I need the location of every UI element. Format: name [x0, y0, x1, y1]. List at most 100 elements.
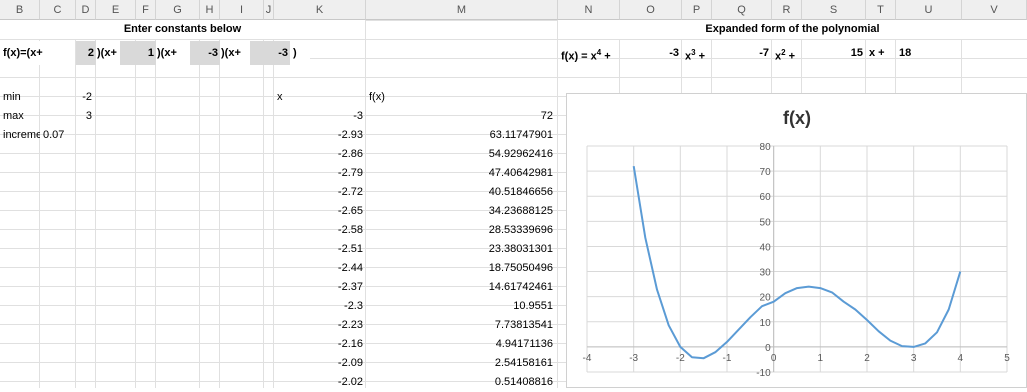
- column-header-b[interactable]: B: [0, 0, 40, 20]
- exponent-2: 2: [781, 48, 786, 57]
- x-value-cell[interactable]: -2.16: [337, 338, 363, 350]
- x-tick-label: 1: [818, 353, 824, 364]
- x-value-cell[interactable]: -3: [353, 110, 363, 122]
- fx-value-cell[interactable]: 14.61742461: [488, 281, 553, 293]
- fx-value-cell[interactable]: 10.9551: [513, 300, 553, 312]
- fx-value-cell[interactable]: 0.51408816: [494, 376, 553, 388]
- fx-value-cell[interactable]: 4.94171136: [495, 338, 553, 350]
- fx-value-cell[interactable]: 40.51846656: [488, 186, 553, 198]
- constant-1-cell[interactable]: 2: [76, 41, 96, 65]
- x1-term[interactable]: x +: [869, 47, 885, 59]
- column-header-n[interactable]: N: [558, 0, 620, 20]
- column-header-o[interactable]: O: [620, 0, 682, 20]
- column-header-q[interactable]: Q: [712, 0, 772, 20]
- x-tick-label: -4: [583, 353, 592, 364]
- coefficient-x1[interactable]: 15: [850, 47, 863, 59]
- x-value-cell[interactable]: -2.3: [344, 300, 363, 312]
- x-value-cell[interactable]: -2.93: [337, 129, 363, 141]
- max-label[interactable]: max: [3, 110, 24, 122]
- x2-var: x: [775, 50, 782, 63]
- column-header-c[interactable]: C: [40, 0, 76, 20]
- min-value[interactable]: -2: [82, 91, 92, 103]
- y-tick-label: 60: [760, 192, 772, 203]
- coefficient-x2[interactable]: -7: [759, 47, 769, 59]
- column-header-p[interactable]: P: [682, 0, 712, 20]
- x-value-cell[interactable]: -2.51: [337, 243, 363, 255]
- fx-value-cell[interactable]: 47.40642981: [488, 167, 553, 179]
- column-header-f[interactable]: F: [136, 0, 156, 20]
- column-header-t[interactable]: T: [866, 0, 896, 20]
- grid-line: [39, 20, 40, 388]
- grid-line: [95, 20, 96, 388]
- title-enter-constants[interactable]: Enter constants below: [0, 20, 365, 39]
- x-value-cell[interactable]: -2.23: [337, 319, 363, 331]
- x-column-header[interactable]: x: [277, 91, 283, 103]
- x3-term[interactable]: x3 +: [682, 41, 712, 65]
- y-tick-label: 40: [760, 242, 772, 253]
- exponent-4: 4: [596, 48, 602, 57]
- column-header-m[interactable]: M: [366, 0, 558, 20]
- x2-term[interactable]: x2 +: [772, 41, 802, 65]
- increment-label[interactable]: increme: [3, 129, 40, 141]
- x-value-cell[interactable]: -2.09: [337, 357, 363, 369]
- x-value-cell[interactable]: -2.65: [337, 205, 363, 217]
- column-header-e[interactable]: E: [96, 0, 136, 20]
- fx-value-cell[interactable]: 34.23688125: [488, 205, 553, 217]
- min-label[interactable]: min: [3, 91, 21, 103]
- column-header-s[interactable]: S: [802, 0, 866, 20]
- x-value-cell[interactable]: -2.37: [337, 281, 363, 293]
- constant-term[interactable]: 18: [899, 47, 912, 59]
- max-value[interactable]: 3: [85, 110, 92, 122]
- fx-value-cell[interactable]: 63.11747901: [489, 129, 553, 141]
- x-value-cell[interactable]: -2.58: [337, 224, 363, 236]
- y-tick-label: 10: [760, 318, 772, 329]
- x-tick-label: 4: [958, 353, 964, 364]
- fx-value-cell[interactable]: 28.53339696: [488, 224, 553, 236]
- fx-column-header[interactable]: f(x): [369, 91, 385, 103]
- fx-value-cell[interactable]: 72: [540, 110, 553, 122]
- fx-value-cell[interactable]: 7.73813541: [494, 319, 553, 331]
- grid-line: [155, 20, 156, 388]
- x-value-cell[interactable]: -2.79: [337, 167, 363, 179]
- column-header-r[interactable]: R: [772, 0, 802, 20]
- y-tick-label: 80: [760, 142, 772, 153]
- column-header-i[interactable]: I: [220, 0, 264, 20]
- x-value-cell[interactable]: -2.72: [337, 186, 363, 198]
- x-value-cell[interactable]: -2.02: [337, 376, 363, 388]
- constant-2-cell[interactable]: 1: [120, 41, 156, 65]
- x-tick-label: 2: [864, 353, 870, 364]
- y-tick-label: 70: [760, 167, 772, 178]
- chart-area[interactable]: f(x) -4 -3 -2 -1 0 1 2 3 4 5 -10 0 10 20 30 40 50 60 70 80: [566, 93, 1027, 388]
- x3-var: x: [685, 50, 692, 63]
- column-header-u[interactable]: U: [896, 0, 962, 20]
- coefficient-x3[interactable]: -3: [669, 47, 679, 59]
- fx-series-line: [632, 165, 962, 360]
- increment-value[interactable]: 0.07: [43, 129, 65, 141]
- grid-line: [135, 20, 136, 388]
- x-value-cell[interactable]: -2.44: [337, 262, 363, 274]
- fx-value-cell[interactable]: 23.38031301: [488, 243, 553, 255]
- column-header-g[interactable]: G: [156, 0, 200, 20]
- y-tick-label: 50: [760, 217, 772, 228]
- grid-line: [273, 20, 274, 388]
- constant-4-cell[interactable]: -3: [250, 41, 290, 65]
- fx-factored-label[interactable]: f(x)=(x+: [0, 41, 75, 65]
- column-header-h[interactable]: H: [200, 0, 220, 20]
- y-tick-label: 0: [765, 343, 771, 354]
- x-value-cell[interactable]: -2.86: [337, 148, 363, 160]
- title-expanded-form[interactable]: Expanded form of the polynomial: [558, 20, 1027, 39]
- exponent-3: 3: [691, 48, 696, 57]
- fx-value-cell[interactable]: 2.54158161: [494, 357, 553, 369]
- expanded-fx-text: f(x) = x: [561, 50, 597, 63]
- fx-value-cell[interactable]: 18.75050496: [488, 262, 553, 274]
- factor-close-paren[interactable]: ): [290, 41, 310, 65]
- column-header-k[interactable]: K: [274, 0, 366, 20]
- column-header-j[interactable]: J: [264, 0, 274, 20]
- column-header-v[interactable]: V: [962, 0, 1027, 20]
- column-header-d[interactable]: D: [76, 0, 96, 20]
- expanded-label[interactable]: f(x) = x4 +: [558, 41, 620, 65]
- constant-3-cell[interactable]: -3: [190, 41, 220, 65]
- factor-text-2[interactable]: )(x+: [156, 41, 196, 65]
- fx-value-cell[interactable]: 54.92962416: [488, 148, 553, 160]
